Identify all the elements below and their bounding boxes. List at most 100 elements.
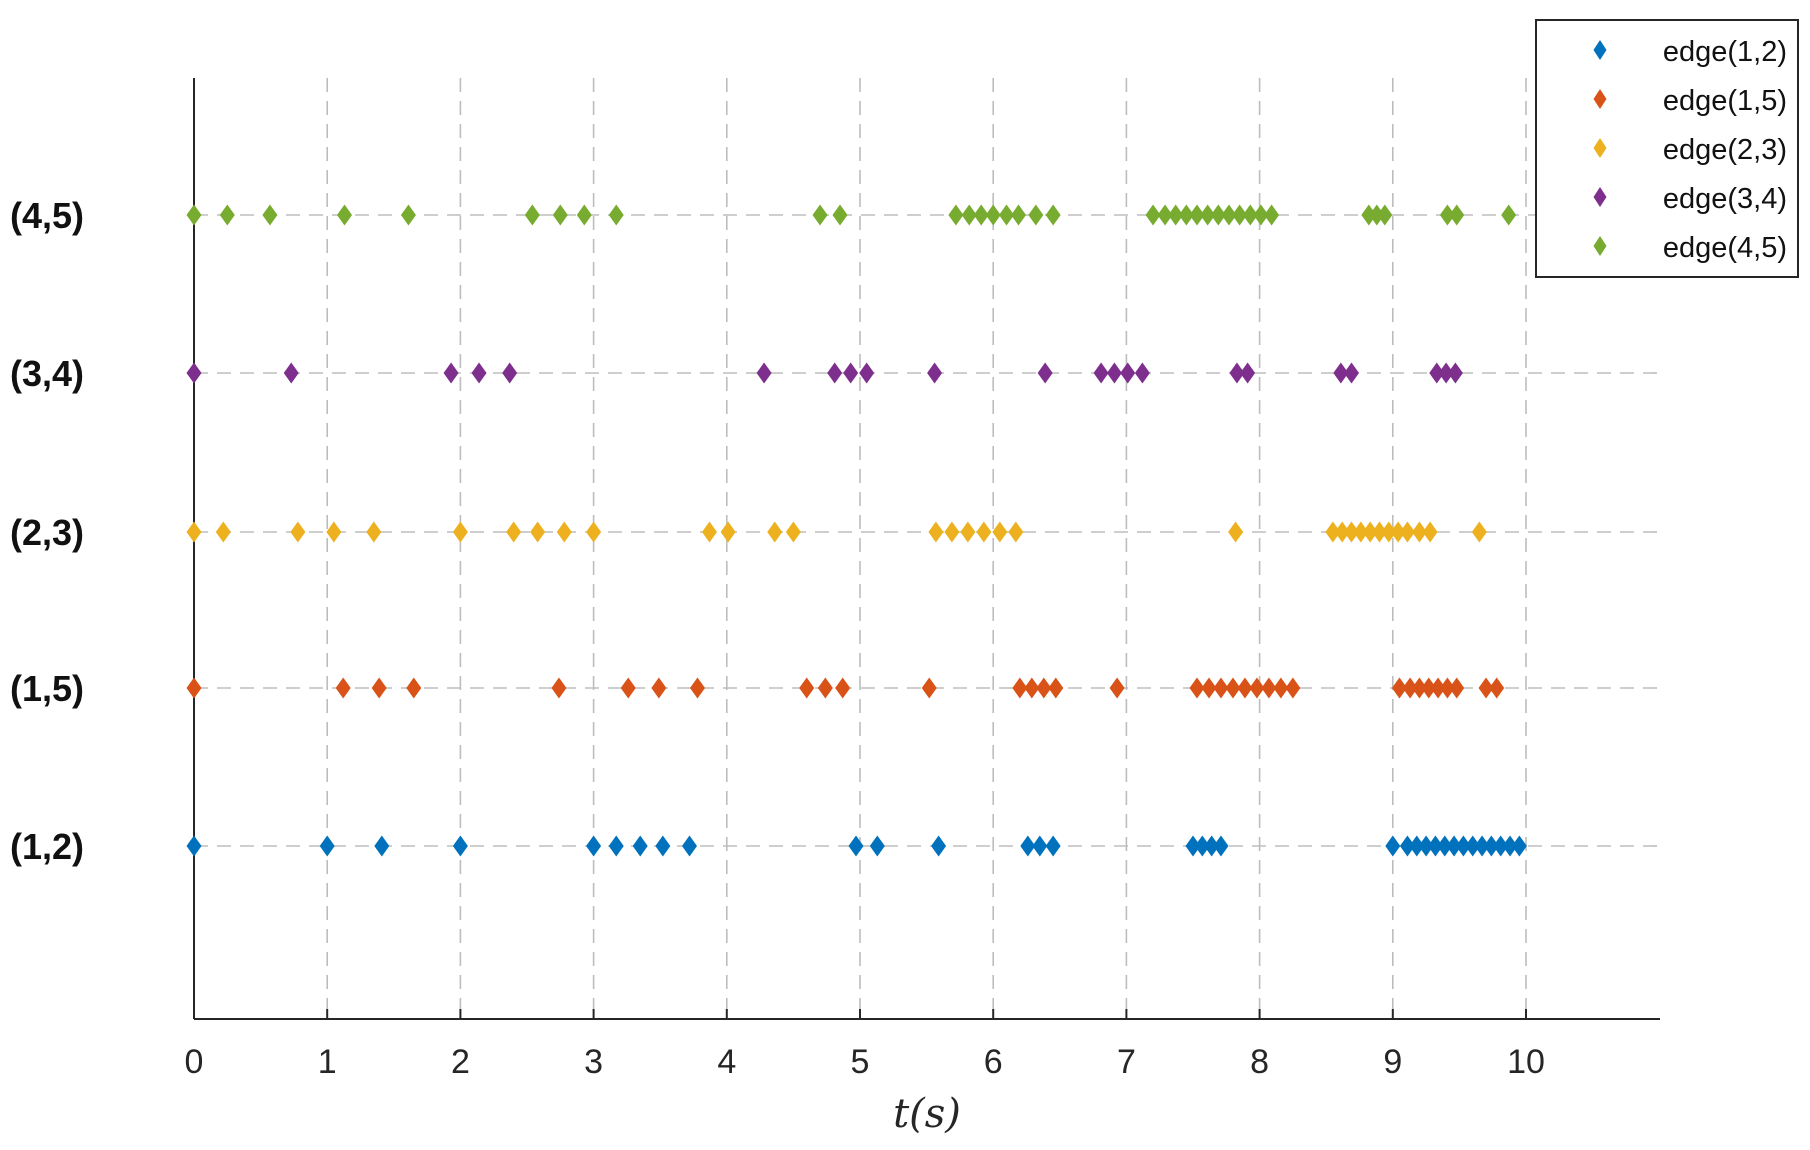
data-point: [1449, 204, 1465, 226]
data-point: [1409, 835, 1425, 857]
data-point: [1285, 677, 1301, 699]
data-point: [1421, 677, 1437, 699]
data-point: [756, 362, 772, 384]
data-point: [1391, 677, 1407, 699]
data-point: [366, 521, 382, 543]
data-point: [1221, 204, 1237, 226]
data-point: [1449, 677, 1465, 699]
x-tick-label: 9: [1383, 1043, 1402, 1081]
data-point: [785, 521, 801, 543]
data-point: [992, 521, 1008, 543]
data-point: [1134, 362, 1150, 384]
data-point: [1037, 362, 1053, 384]
data-point: [689, 677, 705, 699]
data-point: [1048, 677, 1064, 699]
data-point: [406, 677, 422, 699]
data-point: [1478, 677, 1494, 699]
data-point: [319, 835, 335, 857]
data-point: [1362, 521, 1378, 543]
data-point: [944, 521, 960, 543]
data-point: [1028, 204, 1044, 226]
x-ticks: 0 1 2 3 4 5 6 7 8 9 10: [185, 1009, 1545, 1081]
data-point: [1325, 521, 1341, 543]
data-point: [985, 204, 1001, 226]
data-point: [1429, 362, 1445, 384]
data-point: [290, 521, 306, 543]
data-point: [1232, 204, 1248, 226]
data-point: [1045, 835, 1061, 857]
row-labels: (1,2) (1,5) (2,3) (3,4) (4,5): [10, 195, 84, 867]
data-point: [186, 677, 202, 699]
data-point: [371, 677, 387, 699]
data-point: [976, 521, 992, 543]
data-point: [608, 835, 624, 857]
data-point: [1185, 835, 1201, 857]
data-point: [586, 521, 602, 543]
data-point: [931, 835, 947, 857]
data-point: [1471, 521, 1487, 543]
data-point: [921, 677, 937, 699]
data-point: [1204, 835, 1220, 857]
x-tick-label: 5: [851, 1043, 870, 1081]
data-point: [452, 835, 468, 857]
data-point: [1377, 204, 1393, 226]
data-point: [799, 677, 815, 699]
legend-marker: [1593, 187, 1607, 207]
grid-lines: [194, 78, 1660, 1019]
data-point: [1483, 835, 1499, 857]
data-point: [682, 835, 698, 857]
data-point: [835, 677, 851, 699]
data-point: [1411, 677, 1427, 699]
data-point: [1045, 204, 1061, 226]
data-point: [1381, 521, 1397, 543]
legend-marker: [1593, 138, 1607, 158]
data-point: [576, 204, 592, 226]
data-point: [283, 362, 299, 384]
data-point: [1334, 521, 1350, 543]
data-point: [1438, 362, 1454, 384]
x-tick-label: 7: [1117, 1043, 1136, 1081]
data-point: [843, 362, 859, 384]
x-tick-label: 1: [318, 1043, 337, 1081]
data-point: [1430, 677, 1446, 699]
data-point: [1369, 204, 1385, 226]
data-point: [1213, 835, 1229, 857]
data-point: [1371, 521, 1387, 543]
data-point: [960, 521, 976, 543]
data-point: [1474, 835, 1490, 857]
data-point: [1011, 204, 1027, 226]
data-point: [767, 521, 783, 543]
data-point: [502, 362, 518, 384]
data-point: [948, 204, 964, 226]
data-point: [1427, 835, 1443, 857]
data-point: [1455, 835, 1471, 857]
legend: edge(1,2) edge(1,5) edge(2,3) edge(3,4) edge…: [1535, 19, 1799, 278]
data-point: [1493, 835, 1509, 857]
data-point: [1411, 521, 1427, 543]
data-point: [1385, 835, 1401, 857]
data-point: [1418, 835, 1434, 857]
data-point: [219, 204, 235, 226]
x-tick-label: 8: [1250, 1043, 1269, 1081]
data-point: [928, 521, 944, 543]
data-point: [620, 677, 636, 699]
y-row-label: (1,5): [10, 668, 84, 709]
data-point: [869, 835, 885, 857]
data-point: [186, 204, 202, 226]
data-point: [1447, 362, 1463, 384]
data-point: [215, 521, 231, 543]
data-point: [961, 204, 977, 226]
data-point: [1437, 835, 1453, 857]
data-point: [1093, 362, 1109, 384]
data-point: [443, 362, 459, 384]
data-point: [832, 204, 848, 226]
data-point: [1012, 677, 1028, 699]
data-point: [186, 362, 202, 384]
data-point: [1237, 677, 1253, 699]
legend-items: edge(1,2) edge(1,5) edge(2,3) edge(3,4) edge…: [1593, 36, 1787, 264]
data-point: [1344, 362, 1360, 384]
y-row-label: (2,3): [10, 512, 84, 553]
x-tick-label: 2: [451, 1043, 470, 1081]
data-point: [1253, 204, 1269, 226]
data-point: [1399, 835, 1415, 857]
